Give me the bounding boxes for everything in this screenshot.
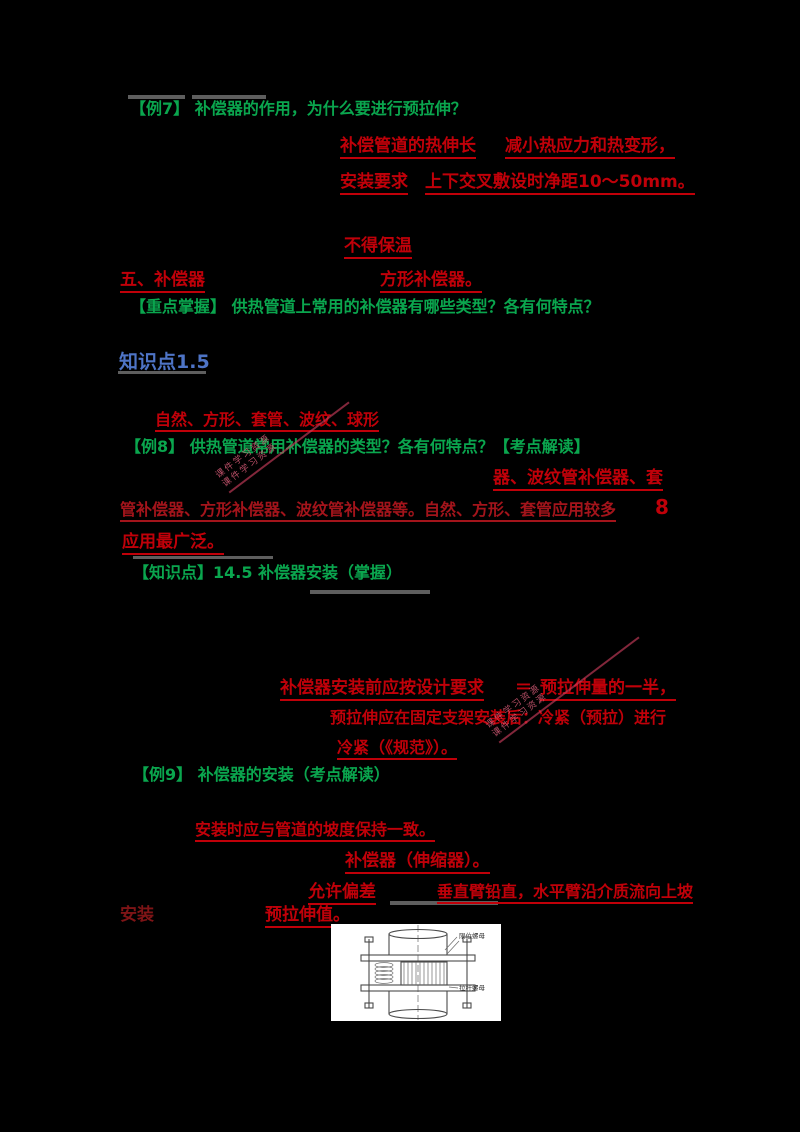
section-label: 五、补偿器 xyxy=(120,270,205,294)
answer-line-15b: 预拉伸值。 xyxy=(265,905,350,929)
answer-line-5: 自然、方形、套管、波纹、球形 xyxy=(155,410,380,433)
knowledge-point-heading: 知识点1.5 xyxy=(119,351,210,373)
upper-flange xyxy=(360,954,476,962)
answer-line-12: 安装时应与管道的坡度保持一致。 xyxy=(195,820,436,843)
answer-line-3: 不得保温 xyxy=(344,236,412,260)
spring-coil xyxy=(374,962,394,984)
ghost-underline xyxy=(310,590,430,594)
answer-line-6: 器、波纹管补偿器、套 xyxy=(493,468,663,492)
ghost-underline xyxy=(133,556,273,559)
pipe-bottom-end xyxy=(388,1008,448,1020)
answer-line-11: 冷紧（《规范》）。 xyxy=(337,738,458,761)
leader-line-top-2 xyxy=(446,940,460,955)
answer-line-15a: 安装 xyxy=(120,905,154,925)
bellows-corrugations xyxy=(403,962,445,985)
ghost-underline xyxy=(192,95,266,99)
answer-line-14a: 允许偏差 xyxy=(308,882,376,906)
leader-line-bottom xyxy=(448,986,459,989)
answer-line-9a: 补偿器安装前应按设计要求 xyxy=(280,678,484,702)
answer-line-1a: 补偿管道的热伸长 xyxy=(340,136,476,160)
margin-number: 8 xyxy=(655,495,669,519)
compensator-drawing: 限位螺母 拉杆螺母 xyxy=(360,925,486,1020)
question-line-3: 【例8】 供热管道常用补偿器的类型？各有何特点？【考点解读】 xyxy=(125,437,590,456)
answer-line-2b: 上下交叉敷设时净距10～50mm。 xyxy=(425,172,695,196)
answer-line-1b: 减小热应力和热变形， xyxy=(505,136,675,160)
answer-line-10: 预拉伸应在固定支架安装后：冷紧（预拉）进行 xyxy=(330,708,667,727)
question-line-2: 【重点掌握】 供热管道上常用的补偿器有哪些类型？各有何特点？ xyxy=(130,297,600,316)
answer-line-4: 方形补偿器。 xyxy=(380,270,482,294)
figure-label-top: 限位螺母 xyxy=(459,931,486,940)
figure-label-bottom: 拉杆螺母 xyxy=(459,983,486,992)
answer-line-8: 应用最广泛。 xyxy=(122,532,224,556)
ghost-underline xyxy=(118,371,206,374)
answer-line-9b: 预拉伸量的一半， xyxy=(540,678,676,702)
answer-line-7: 管补偿器、方形补偿器、波纹管补偿器等。自然、方形、套管应用较多 xyxy=(120,500,617,523)
question-line-4: 【例9】 补偿器的安装（考点解读） xyxy=(133,765,390,784)
leader-line-top xyxy=(444,936,458,951)
knowledge-point-line: 【知识点】14.5 补偿器安装（掌握） xyxy=(133,563,403,582)
compensator-diagram: 限位螺母 拉杆螺母 xyxy=(331,924,501,1021)
question-line-1: 【例7】 补偿器的作用，为什么要进行预拉伸？ xyxy=(130,99,467,118)
answer-line-13: 补偿器（伸缩器）。 xyxy=(345,851,490,875)
ghost-underline xyxy=(128,95,185,99)
answer-line-14b: 垂直臂铅直，水平臂沿介质流向上坡 xyxy=(437,882,694,905)
answer-line-2a: 安装要求 xyxy=(340,172,408,196)
equals-sign: ＝ xyxy=(515,678,532,698)
